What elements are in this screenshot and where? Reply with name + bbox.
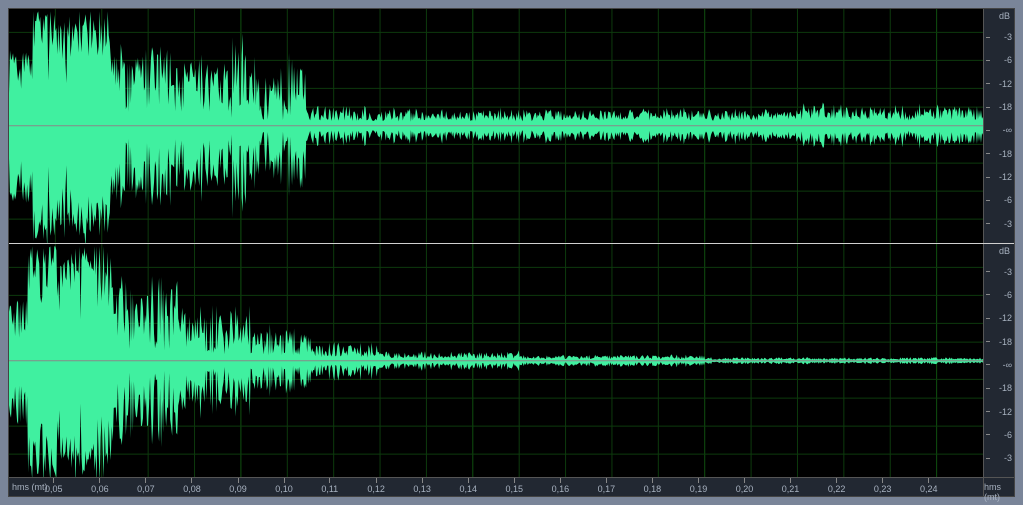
time-tick: 0,07 (137, 478, 155, 494)
db-tick-label: -18 (999, 149, 1012, 159)
time-tick: 0,19 (690, 478, 708, 494)
time-tick-label: 0,09 (229, 484, 247, 494)
db-tick: -∞ (986, 125, 1012, 135)
time-tick: 0,17 (598, 478, 616, 494)
time-ruler[interactable]: hms (mt) 0,05 0,06 0,07 0,08 0,09 0,10 0,11 0,1… (9, 477, 1014, 496)
time-tick-label: 0,08 (183, 484, 201, 494)
time-tick-label: 0,15 (506, 484, 524, 494)
db-tick-label: -12 (999, 407, 1012, 417)
time-tick-label: 0,16 (552, 484, 570, 494)
time-tick-label: 0,19 (690, 484, 708, 494)
db-tick: -12 (986, 79, 1012, 89)
db-tick: -3 (986, 32, 1012, 42)
db-scale-left: dB -3 -6 -12 -18 -∞ -18 -12 -6 -3 (983, 9, 1014, 243)
time-tick: 0,15 (506, 478, 524, 494)
db-tick: -6 (986, 430, 1012, 440)
time-ruler-pad: hms (mt) (983, 478, 1014, 496)
time-tick: 0,21 (782, 478, 800, 494)
time-tick: 0,20 (736, 478, 754, 494)
time-tick: 0,18 (644, 478, 662, 494)
db-tick: -18 (986, 337, 1012, 347)
db-tick-label: -18 (999, 102, 1012, 112)
db-tick: -6 (986, 290, 1012, 300)
time-tick-label: 0,23 (874, 484, 892, 494)
time-tick: 0,10 (275, 478, 293, 494)
audio-editor: dB -3 -6 -12 -18 -∞ -18 -12 -6 -3 dB -3 -6 -12 -18 -… (8, 8, 1015, 497)
waveform-area-left[interactable] (9, 9, 983, 243)
time-unit-label-left: hms (mt) (12, 482, 48, 492)
time-ruler-main: hms (mt) 0,05 0,06 0,07 0,08 0,09 0,10 0,11 0,1… (9, 478, 983, 496)
db-tick: -3 (986, 219, 1012, 229)
track-right: dB -3 -6 -12 -18 -∞ -18 -12 -6 -3 (9, 244, 1014, 478)
time-tick-label: 0,05 (45, 484, 63, 494)
time-tick: 0,24 (920, 478, 938, 494)
time-tick: 0,11 (321, 478, 338, 494)
db-unit-label: dB (999, 246, 1010, 256)
time-unit-label-right: hms (mt) (984, 482, 1011, 502)
time-tick-label: 0,24 (920, 484, 938, 494)
tracks-container: dB -3 -6 -12 -18 -∞ -18 -12 -6 -3 dB -3 -6 -12 -18 -… (9, 9, 1014, 477)
db-tick: -12 (986, 407, 1012, 417)
time-tick: 0,16 (552, 478, 570, 494)
time-tick-label: 0,12 (367, 484, 385, 494)
time-tick-label: 0,20 (736, 484, 754, 494)
db-tick-label: -18 (999, 337, 1012, 347)
db-tick-label: -12 (999, 172, 1012, 182)
db-tick: -6 (986, 195, 1012, 205)
time-tick: 0,09 (229, 478, 247, 494)
db-tick-label: -6 (1004, 55, 1012, 65)
time-tick: 0,14 (459, 478, 477, 494)
time-tick: 0,13 (413, 478, 431, 494)
db-tick-label: -3 (1004, 267, 1012, 277)
db-tick-label: -3 (1004, 453, 1012, 463)
db-tick: -18 (986, 149, 1012, 159)
db-tick: -12 (986, 172, 1012, 182)
time-tick-label: 0,13 (413, 484, 431, 494)
time-tick: 0,12 (367, 478, 385, 494)
time-tick-label: 0,07 (137, 484, 155, 494)
waveform-area-right[interactable] (9, 244, 983, 478)
time-tick-label: 0,14 (459, 484, 477, 494)
db-tick: -3 (986, 267, 1012, 277)
db-unit-label: dB (999, 11, 1010, 21)
db-tick: -6 (986, 55, 1012, 65)
time-tick: 0,22 (828, 478, 846, 494)
time-tick-label: 0,22 (828, 484, 846, 494)
db-tick: -3 (986, 453, 1012, 463)
db-tick-label: -12 (999, 313, 1012, 323)
time-tick: 0,05 (45, 478, 63, 494)
db-tick-label: -6 (1004, 195, 1012, 205)
db-tick: -18 (986, 383, 1012, 393)
db-scale-right: dB -3 -6 -12 -18 -∞ -18 -12 -6 -3 (983, 244, 1014, 478)
time-tick-label: 0,06 (91, 484, 109, 494)
db-tick-label: -∞ (1003, 360, 1012, 370)
db-tick-label: -∞ (1003, 125, 1012, 135)
time-tick: 0,08 (183, 478, 201, 494)
db-tick-label: -3 (1004, 219, 1012, 229)
time-tick-label: 0,18 (644, 484, 662, 494)
waveform-svg-right (9, 244, 983, 478)
time-tick-label: 0,21 (782, 484, 800, 494)
db-tick: -12 (986, 313, 1012, 323)
waveform-svg-left (9, 9, 983, 243)
time-tick-label: 0,11 (321, 484, 338, 494)
time-tick-label: 0,10 (275, 484, 293, 494)
db-tick-label: -6 (1004, 430, 1012, 440)
db-tick-label: -3 (1004, 32, 1012, 42)
db-tick-label: -18 (999, 383, 1012, 393)
track-left: dB -3 -6 -12 -18 -∞ -18 -12 -6 -3 (9, 9, 1014, 244)
time-tick-label: 0,17 (598, 484, 616, 494)
db-tick: -∞ (986, 360, 1012, 370)
db-tick: -18 (986, 102, 1012, 112)
time-tick: 0,06 (91, 478, 109, 494)
db-tick-label: -12 (999, 79, 1012, 89)
db-tick-label: -6 (1004, 290, 1012, 300)
time-tick: 0,23 (874, 478, 892, 494)
